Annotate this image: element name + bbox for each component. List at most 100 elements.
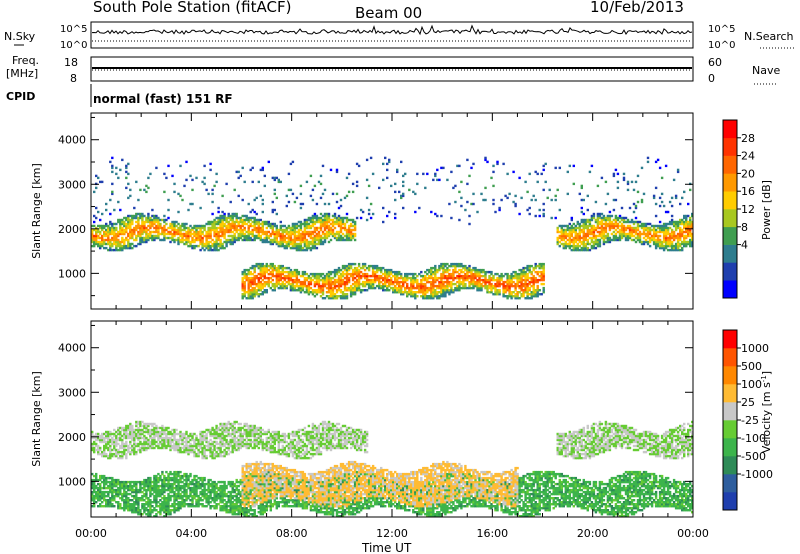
heatmap-cell <box>99 452 102 456</box>
heatmap-cell <box>305 230 309 234</box>
heatmap-cell <box>123 486 126 490</box>
heatmap-cell <box>691 236 693 240</box>
heatmap-cell <box>163 486 166 490</box>
heatmap-cell <box>664 242 668 246</box>
heatmap-cell <box>141 497 144 500</box>
heatmap-cell <box>520 274 523 278</box>
heatmap-cell <box>251 232 254 236</box>
heatmap-cell <box>460 286 463 290</box>
heatmap-cell <box>273 176 277 180</box>
heatmap-cell <box>273 188 277 192</box>
heatmap-cell <box>97 210 100 214</box>
heatmap-cell <box>570 224 574 228</box>
heatmap-cell <box>448 291 451 294</box>
heatmap-cell <box>604 180 608 184</box>
heatmap-cell <box>315 214 319 218</box>
heatmap-cell <box>416 274 419 278</box>
heatmap-cell <box>189 174 192 178</box>
heatmap-cell <box>464 268 467 272</box>
heatmap-cell <box>406 274 409 278</box>
heatmap-cell <box>339 228 343 232</box>
heatmap-cell <box>161 478 164 482</box>
heatmap-cell <box>147 446 150 450</box>
heatmap-cell <box>345 276 349 280</box>
heatmap-cell <box>275 240 279 244</box>
heatmap-cell <box>271 282 275 286</box>
heatmap-cell <box>687 224 690 228</box>
heatmap-cell <box>674 236 678 240</box>
heatmap-cell <box>524 282 527 286</box>
heatmap-cell <box>373 286 377 290</box>
heatmap-cell <box>99 503 102 506</box>
heatmap-cell <box>361 272 365 276</box>
heatmap-cell <box>335 218 339 222</box>
heatmap-cell <box>536 278 539 282</box>
heatmap-cell <box>137 509 140 512</box>
heatmap-cell <box>454 289 457 292</box>
heatmap-cell <box>147 176 150 180</box>
heatmap-cell <box>490 291 493 294</box>
heatmap-cell <box>321 278 325 282</box>
heatmap-cell <box>343 295 347 298</box>
heatmap-cell <box>157 216 160 220</box>
heatmap-cell <box>524 289 527 292</box>
heatmap-cell <box>347 268 351 272</box>
heatmap-cell <box>470 268 473 272</box>
heatmap-cell <box>689 234 692 238</box>
heatmap-cell <box>95 236 98 240</box>
heatmap-cell <box>582 222 586 226</box>
heatmap-cell <box>612 218 616 222</box>
heatmap-cell <box>119 436 122 440</box>
heatmap-cell <box>267 278 271 282</box>
heatmap-cell <box>554 198 557 202</box>
heatmap-cell <box>333 222 337 226</box>
heatmap-cell <box>111 166 114 170</box>
heatmap-cell <box>672 248 676 252</box>
heatmap-cell <box>353 289 357 292</box>
heatmap-cell <box>147 212 150 216</box>
heatmap-cell <box>674 224 678 228</box>
heatmap-cell <box>153 218 156 222</box>
heatmap-cell <box>580 236 584 240</box>
heatmap-cell <box>245 234 248 238</box>
heatmap-cell <box>141 224 144 228</box>
heatmap-cell <box>221 214 224 218</box>
heatmap-cell <box>685 230 688 234</box>
heatmap-cell <box>484 284 487 288</box>
heatmap-cell <box>273 236 277 240</box>
heatmap-cell <box>129 226 132 230</box>
heatmap-cell <box>93 236 96 240</box>
heatmap-cell <box>572 248 576 252</box>
heatmap-cell <box>602 240 606 244</box>
heatmap-cell <box>426 297 429 300</box>
heatmap-cell <box>578 226 582 230</box>
heatmap-cell <box>309 246 313 250</box>
heatmap-cell <box>249 284 252 288</box>
heatmap-cell <box>265 238 269 242</box>
heatmap-cell <box>610 238 614 242</box>
heatmap-cell <box>339 282 343 286</box>
heatmap-cell <box>133 230 136 234</box>
heatmap-cell <box>331 232 335 236</box>
heatmap-cell <box>91 238 94 242</box>
heatmap-cell <box>668 240 672 244</box>
heatmap-cell <box>418 282 421 286</box>
heatmap-cell <box>101 224 104 228</box>
heatmap-cell <box>538 214 541 218</box>
heatmap-cell <box>145 426 148 430</box>
heatmap-cell <box>464 276 467 280</box>
heatmap-cell <box>406 272 409 276</box>
heatmap-cell <box>97 486 100 490</box>
heatmap-cell <box>542 262 545 266</box>
heatmap-cell <box>534 266 537 270</box>
heatmap-cell <box>478 278 481 282</box>
heatmap-cell <box>151 440 154 444</box>
heatmap-cell <box>91 430 94 434</box>
heatmap-cell <box>592 246 596 250</box>
heatmap-cell <box>522 289 525 292</box>
heatmap-cell <box>107 436 110 440</box>
heatmap-cell <box>91 482 94 486</box>
cpid-panel: CPID normal (fast) 151 RF <box>6 84 233 107</box>
heatmap-cell <box>233 226 236 230</box>
heatmap-cell <box>121 499 124 502</box>
